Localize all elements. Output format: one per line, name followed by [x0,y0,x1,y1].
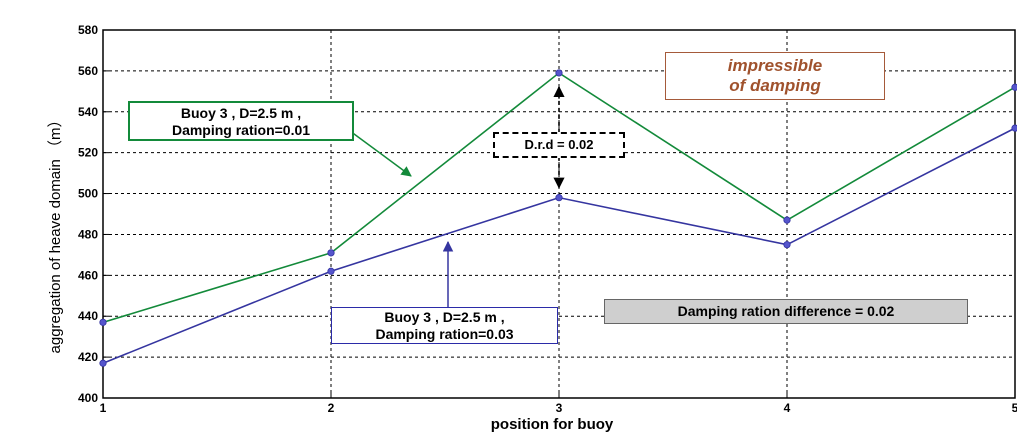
data-point [327,267,335,275]
x-tick-label: 3 [556,401,563,415]
data-point [1011,83,1017,91]
data-point [99,318,107,326]
y-tick-label: 480 [78,227,98,241]
y-tick-label: 520 [78,146,98,160]
data-point [555,194,563,202]
legend-blue-line1: Buoy 3 , D=2.5 m , [384,309,505,325]
x-axis-label: position for buoy [491,416,614,433]
y-tick-label: 440 [78,309,98,323]
data-point [99,359,107,367]
data-point [1011,124,1017,132]
title-line2: of damping [729,76,821,95]
legend-green-line2: Damping ration=0.01 [171,122,311,138]
y-tick-label: 460 [78,268,98,282]
difference-annotation: Damping ration difference = 0.02 [604,299,968,324]
legend-green-line1: Buoy 3 , D=2.5 m , [180,105,302,121]
y-tick-label: 540 [78,105,98,119]
y-tick-label: 400 [78,391,98,405]
legend-green-series: Buoy 3 , D=2.5 m , Damping ration=0.01 [128,101,354,141]
y-tick-label: 500 [78,187,98,201]
x-tick-label: 2 [328,401,335,415]
green-legend-arrow [349,130,412,177]
data-point [555,69,563,77]
title-line1: impressible [727,56,823,75]
legend-blue-line2: Damping ration=0.03 [375,326,514,342]
drd-annotation: D.r.d = 0.02 [493,132,625,158]
x-tick-label: 4 [784,401,791,415]
y-tick-label: 580 [78,23,98,37]
y-tick-label: 420 [78,350,98,364]
data-point [327,249,335,257]
data-point [783,241,791,249]
axis-ticks: 400 420 440 460 480 500 520 540 560 580 1 2 3 4 5 [78,23,1017,415]
series-layer [99,69,1017,367]
x-tick-label: 1 [100,401,107,415]
data-point [783,216,791,224]
legend-blue-series: Buoy 3 , D=2.5 m , Damping ration=0.03 [331,307,558,344]
y-tick-label: 560 [78,64,98,78]
y-axis-label: aggregation of heave domain （m） [47,113,64,354]
x-tick-label: 5 [1012,401,1017,415]
title-annotation: impressible of damping [665,52,885,100]
